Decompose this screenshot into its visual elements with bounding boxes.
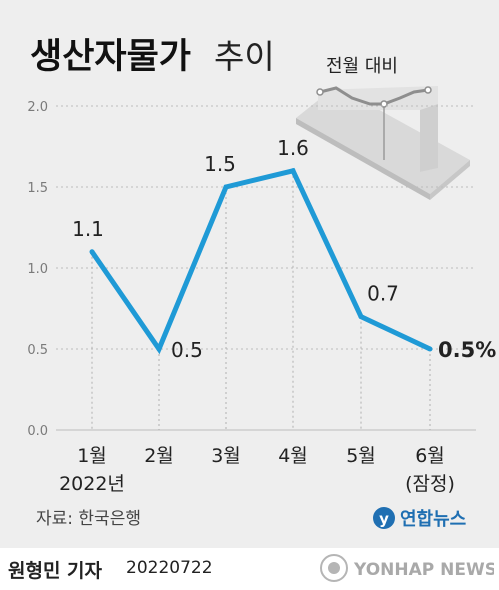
- x-tick-label: 5월: [346, 445, 376, 467]
- inset-illustration: 전월 대비: [296, 56, 470, 200]
- author-name: 원형민 기자: [8, 560, 103, 582]
- data-label: 0.5: [171, 338, 203, 362]
- x-tick-label: 1월: [77, 445, 107, 467]
- data-point: [89, 249, 95, 255]
- y-tick-label: 2.0: [27, 100, 48, 115]
- series-line: [89, 167, 432, 355]
- data-label: 0.5%: [438, 338, 496, 362]
- x-tick-label: 4월: [278, 445, 308, 467]
- watermark: YONHAP NEWS: [320, 554, 494, 582]
- footer: 원형민 기자 20220722 YONHAP NEWS: [0, 548, 499, 590]
- chart-card: 생산자물가 추이 전월 대비 0.0 0.5 1.0 1.5 2.0 1.1 0.5 1.5…: [0, 0, 499, 548]
- x-axis-layer: 1월 2022년 2월 3월 4월 5월 6월 (잠정): [59, 445, 455, 495]
- y-tick-label: 1.0: [27, 262, 48, 277]
- yonhap-logo: y 연합뉴스: [373, 507, 466, 530]
- watermark-text: YONHAP NEWS: [353, 560, 494, 580]
- logo-text: 연합뉴스: [400, 508, 466, 530]
- inset-line: [319, 86, 429, 106]
- data-point: [223, 184, 229, 190]
- data-label: 0.7: [367, 282, 399, 306]
- data-label-layer: 1.1 0.5 1.5 1.6 0.7 0.5%: [72, 136, 496, 362]
- y-tick-label: 0.0: [27, 424, 48, 439]
- data-point: [290, 168, 296, 174]
- data-label: 1.6: [277, 136, 309, 160]
- data-point: [358, 314, 364, 320]
- grid-layer: 0.0 0.5 1.0 1.5 2.0: [27, 100, 476, 439]
- logo-mark-icon: [373, 507, 395, 529]
- watermark-icon: [320, 554, 348, 582]
- chart-title-suffix: 추이: [214, 37, 275, 76]
- data-point: [156, 346, 162, 352]
- logo-mark-glyph: y: [379, 510, 389, 528]
- x-tick-sublabel: 2022년: [59, 473, 125, 495]
- data-point: [427, 346, 433, 352]
- inset-base-side: [296, 118, 430, 200]
- source-text: 자료: 한국은행: [36, 509, 141, 529]
- publish-date: 20220722: [126, 558, 213, 578]
- data-label: 1.1: [72, 217, 104, 241]
- drop-line-layer: [91, 170, 431, 430]
- y-tick-label: 0.5: [27, 343, 48, 358]
- inset-dot: [424, 86, 432, 94]
- inset-label: 전월 대비: [326, 56, 398, 77]
- inset-base-edge: [430, 160, 470, 200]
- x-tick-sublabel: (잠정): [405, 473, 455, 495]
- inset-panel: [318, 86, 438, 172]
- inset-panel-side: [420, 104, 438, 172]
- data-label: 1.5: [204, 152, 236, 176]
- series-layer: [89, 167, 433, 355]
- x-tick-label: 6월: [415, 445, 445, 467]
- chart-svg: 생산자물가 추이 전월 대비 0.0 0.5 1.0 1.5 2.0 1.1 0.5 1.5…: [27, 37, 496, 530]
- inset-dot: [316, 88, 324, 96]
- watermark-icon-core: [328, 562, 340, 574]
- x-tick-label: 3월: [211, 445, 241, 467]
- x-tick-label: 2월: [144, 445, 174, 467]
- y-tick-label: 1.5: [27, 181, 48, 196]
- chart-title: 생산자물가: [30, 37, 191, 77]
